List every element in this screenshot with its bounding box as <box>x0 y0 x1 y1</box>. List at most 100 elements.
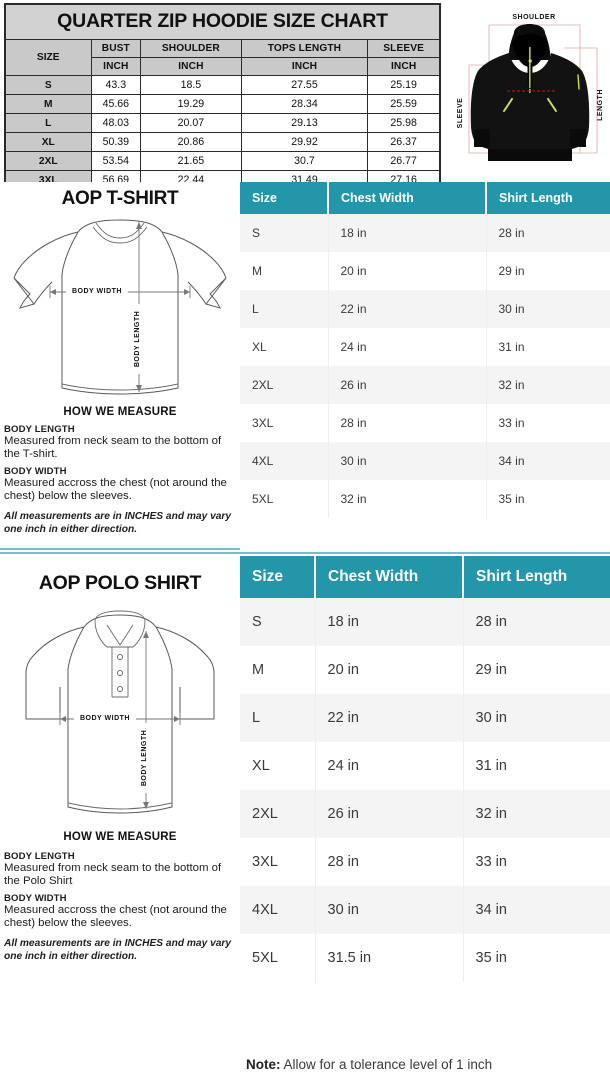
polo-table-header: Size Chest Width Shirt Length <box>240 556 610 598</box>
table-row: 4XL 30 in 34 in <box>240 886 610 934</box>
hoodie-row-size: M <box>4 94 92 114</box>
tshirt-cell-length: 29 in <box>486 252 610 290</box>
hoodie-row-shoulder: 20.07 <box>140 113 242 133</box>
polo-cell-chest: 31.5 in <box>315 934 464 982</box>
hoodie-size-table: QUARTER ZIP HOODIE SIZE CHART SIZE BUST … <box>4 3 441 191</box>
tshirt-table-header: Size Chest Width Shirt Length <box>240 182 610 214</box>
hoodie-row-tops-length: 30.7 <box>240 151 369 171</box>
tshirt-header-length: Shirt Length <box>486 182 610 214</box>
hoodie-row-shoulder: 18.5 <box>140 75 242 95</box>
tshirt-measure-text: BODY LENGTH Measured from neck seam to t… <box>0 424 240 536</box>
table-row: S 18 in 28 in <box>240 214 610 252</box>
tshirt-body-width-desc: Measured accross the chest (not around t… <box>4 476 227 503</box>
polo-cell-length: 30 in <box>463 694 610 742</box>
hoodie-row-bust: 45.66 <box>90 94 142 114</box>
table-row: 2XL 26 in 32 in <box>240 366 610 404</box>
polo-cell-chest: 30 in <box>315 886 464 934</box>
polo-cell-size: L <box>240 694 316 742</box>
tshirt-cell-chest: 24 in <box>328 328 487 366</box>
polo-cell-size: M <box>240 646 316 694</box>
tshirt-cell-chest: 18 in <box>328 214 487 252</box>
tshirt-body-length-desc: Measured from neck seam to the bottom of… <box>4 435 222 461</box>
hoodie-unit-bust: INCH <box>90 57 142 76</box>
polo-cell-size: S <box>240 598 316 646</box>
hoodie-col-sleeve: SLEEVE <box>367 39 441 58</box>
hoodie-col-tops-length: TOPS LENGTH <box>240 39 369 58</box>
tshirt-cell-chest: 20 in <box>328 252 487 290</box>
table-row: XL 50.39 20.86 29.92 26.37 <box>4 132 441 152</box>
table-row: S 43.3 18.5 27.55 25.19 <box>4 75 441 95</box>
section-divider <box>0 552 610 554</box>
polo-cell-length: 31 in <box>463 742 610 790</box>
polo-body-width-desc: Measured accross the chest (not around t… <box>4 903 227 930</box>
tolerance-note-prefix: Note: <box>246 1057 281 1072</box>
table-row: 5XL 32 in 35 in <box>240 480 610 518</box>
polo-left-panel: AOP POLO SHIRT <box>0 556 240 1091</box>
polo-cell-length: 34 in <box>463 886 610 934</box>
polo-italic-note: All measurements are in INCHES and may v… <box>4 938 232 962</box>
tshirt-cell-size: 3XL <box>240 404 329 442</box>
hoodie-product-image: SHOULDER BUST SLEEVE LENGTH <box>452 3 607 176</box>
table-row: L 22 in 30 in <box>240 694 610 742</box>
polo-body-width-heading: BODY WIDTH <box>4 892 67 904</box>
hoodie-row-sleeve: 26.77 <box>367 151 441 171</box>
hoodie-label-length: LENGTH <box>597 89 604 121</box>
polo-diagram: BODY WIDTH BODY LENGTH <box>0 601 240 829</box>
tshirt-cell-size: M <box>240 252 329 290</box>
tshirt-title: AOP T-SHIRT <box>61 188 179 209</box>
polo-body-length-desc: Measured from neck seam to the bottom of… <box>4 862 222 888</box>
tshirt-cell-size: XL <box>240 328 329 366</box>
polo-header-length: Shirt Length <box>463 556 610 598</box>
tshirt-cell-size: L <box>240 290 329 328</box>
hoodie-row-size: XL <box>4 132 92 152</box>
polo-header-chest: Chest Width <box>315 556 464 598</box>
tshirt-cell-length: 31 in <box>486 328 610 366</box>
polo-measure-text: BODY LENGTH Measured from neck seam to t… <box>0 851 240 963</box>
table-row: 5XL 31.5 in 35 in <box>240 934 610 982</box>
hoodie-row-sleeve: 25.19 <box>367 75 441 95</box>
hoodie-unit-tops-length: INCH <box>240 57 369 76</box>
tshirt-body-width-heading: BODY WIDTH <box>4 465 67 477</box>
tshirt-how-we-measure: HOW WE MEASURE <box>63 406 177 418</box>
tshirt-cell-chest: 30 in <box>328 442 487 480</box>
polo-body-width-label: BODY WIDTH <box>80 715 130 722</box>
hoodie-row-size: S <box>4 75 92 95</box>
hoodie-row-size: 2XL <box>4 151 92 171</box>
polo-body-length-heading: BODY LENGTH <box>4 851 75 862</box>
polo-size-table: Size Chest Width Shirt Length S 18 in 28… <box>240 556 610 982</box>
polo-cell-length: 28 in <box>463 598 610 646</box>
table-row: L 22 in 30 in <box>240 290 610 328</box>
tshirt-left-panel: AOP T-SHIRT <box>0 182 240 552</box>
polo-cell-size: 4XL <box>240 886 316 934</box>
polo-cell-chest: 26 in <box>315 790 464 838</box>
polo-cell-size: XL <box>240 742 316 790</box>
polo-how-we-measure: HOW WE MEASURE <box>63 831 177 843</box>
polo-title: AOP POLO SHIRT <box>38 572 202 594</box>
polo-section: AOP POLO SHIRT <box>0 556 610 1091</box>
hoodie-label-shoulder: SHOULDER <box>512 14 555 21</box>
table-row: M 20 in 29 in <box>240 646 610 694</box>
table-row: 3XL 28 in 33 in <box>240 404 610 442</box>
table-row: M 45.66 19.29 28.34 25.59 <box>4 94 441 114</box>
hoodie-row-shoulder: 21.65 <box>140 151 242 171</box>
tshirt-cell-chest: 32 in <box>328 480 487 518</box>
tshirt-right-panel: Size Chest Width Shirt Length S 18 in 28… <box>240 182 610 518</box>
section-divider-left <box>0 548 240 550</box>
table-row: XL 24 in 31 in <box>240 742 610 790</box>
table-row: 3XL 28 in 33 in <box>240 838 610 886</box>
hoodie-label-bust: BUST <box>521 84 542 91</box>
hoodie-row-shoulder: 19.29 <box>140 94 242 114</box>
tshirt-header-chest: Chest Width <box>328 182 487 214</box>
table-row: XL 24 in 31 in <box>240 328 610 366</box>
tshirt-size-table: Size Chest Width Shirt Length S 18 in 28… <box>240 182 610 518</box>
polo-cell-chest: 24 in <box>315 742 464 790</box>
hoodie-row-sleeve: 25.59 <box>367 94 441 114</box>
polo-cell-length: 29 in <box>463 646 610 694</box>
hoodie-row-tops-length: 29.13 <box>240 113 369 133</box>
hoodie-header-row-1: SIZE BUST SHOULDER TOPS LENGTH SLEEVE <box>4 39 441 76</box>
polo-right-panel: Size Chest Width Shirt Length S 18 in 28… <box>240 556 610 982</box>
tshirt-body-length-heading: BODY LENGTH <box>4 424 75 435</box>
tshirt-cell-length: 33 in <box>486 404 610 442</box>
hoodie-row-bust: 43.3 <box>90 75 142 95</box>
hoodie-row-tops-length: 29.92 <box>240 132 369 152</box>
